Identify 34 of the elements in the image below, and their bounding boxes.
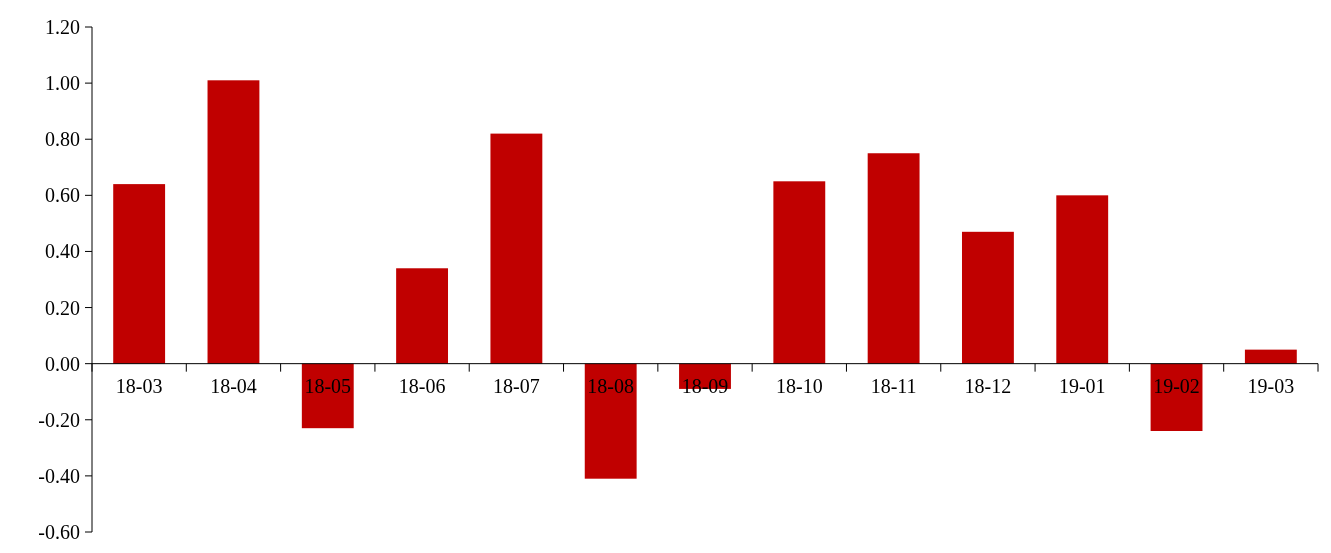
bar <box>1150 363 1203 431</box>
y-tick-label: 0.80 <box>45 128 80 151</box>
y-tick-label: -0.40 <box>38 464 80 487</box>
y-tick-label: 1.20 <box>45 16 80 38</box>
bar <box>396 268 449 364</box>
x-tick-label: 18-07 <box>493 374 540 397</box>
y-tick-label: 0.20 <box>45 296 80 319</box>
x-tick-label: 18-06 <box>398 374 446 397</box>
bar <box>301 363 354 429</box>
x-tick-label: 18-03 <box>115 374 163 397</box>
bar <box>1244 349 1297 364</box>
x-tick-label: 19-02 <box>1153 374 1200 397</box>
x-tick-label: 18-04 <box>210 374 257 397</box>
bar <box>113 184 166 364</box>
y-tick-label: -0.20 <box>38 408 80 431</box>
x-tick-label: 19-01 <box>1058 374 1106 397</box>
y-tick-label: 1.00 <box>45 72 80 95</box>
bar <box>1056 195 1109 364</box>
y-tick-label: -0.60 <box>38 521 80 543</box>
bar <box>584 363 637 479</box>
x-tick-label: 18-05 <box>304 374 352 397</box>
y-tick-label: 0.60 <box>45 184 80 207</box>
bar <box>490 133 543 364</box>
bar <box>207 80 260 364</box>
y-tick-label: 0.00 <box>45 352 80 375</box>
x-tick-label: 18-12 <box>964 374 1012 397</box>
x-tick-label: 19-03 <box>1247 374 1295 397</box>
x-tick-label: 18-08 <box>587 374 635 397</box>
bar <box>961 231 1014 364</box>
x-tick-label: 18-10 <box>775 374 823 397</box>
y-tick-label: 0.40 <box>45 240 80 263</box>
x-tick-label: 18-11 <box>870 374 917 397</box>
bar <box>773 181 826 364</box>
bar <box>867 153 920 364</box>
